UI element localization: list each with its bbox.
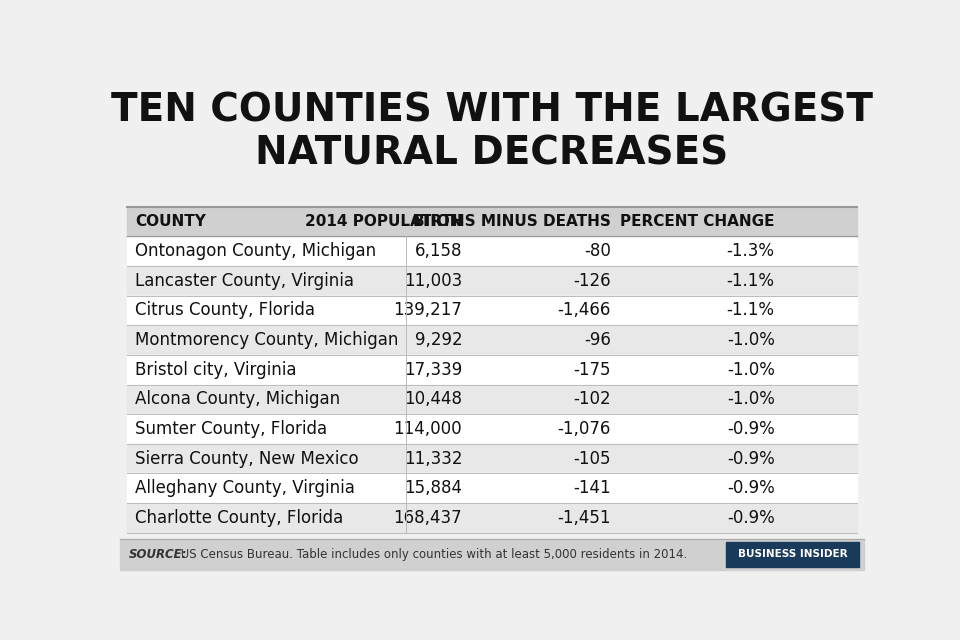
Bar (120, 539, 864, 570)
Text: Alcona County, Michigan: Alcona County, Michigan (134, 390, 340, 408)
Text: SOURCE:: SOURCE: (129, 548, 187, 561)
Bar (128, 444, 856, 474)
Text: -0.9%: -0.9% (727, 449, 775, 468)
Text: Alleghany County, Virginia: Alleghany County, Virginia (134, 479, 355, 497)
Text: -1.0%: -1.0% (727, 361, 775, 379)
Text: PERCENT CHANGE: PERCENT CHANGE (620, 214, 775, 229)
Text: Charlotte County, Florida: Charlotte County, Florida (134, 509, 343, 527)
Bar (128, 414, 856, 444)
Text: -1,451: -1,451 (558, 509, 611, 527)
Text: -175: -175 (573, 361, 611, 379)
Text: 9,292: 9,292 (415, 331, 463, 349)
Text: -1.0%: -1.0% (727, 331, 775, 349)
Text: TEN COUNTIES WITH THE LARGEST
NATURAL DECREASES: TEN COUNTIES WITH THE LARGEST NATURAL DE… (111, 92, 873, 172)
Text: Montmorency County, Michigan: Montmorency County, Michigan (134, 331, 398, 349)
Text: -80: -80 (585, 243, 611, 260)
Bar (128, 236, 856, 266)
Text: Bristol city, Virginia: Bristol city, Virginia (134, 361, 297, 379)
Text: Citrus County, Florida: Citrus County, Florida (134, 301, 315, 319)
Text: 15,884: 15,884 (404, 479, 463, 497)
Text: Sierra County, New Mexico: Sierra County, New Mexico (134, 449, 358, 468)
Bar (727, 542, 859, 566)
Text: 11,003: 11,003 (404, 272, 463, 290)
Text: -1.1%: -1.1% (727, 272, 775, 290)
Bar (128, 325, 856, 355)
Text: -141: -141 (573, 479, 611, 497)
Bar (128, 355, 856, 385)
Bar (128, 385, 856, 414)
Text: -0.9%: -0.9% (727, 509, 775, 527)
Text: 11,332: 11,332 (404, 449, 463, 468)
Text: 10,448: 10,448 (404, 390, 463, 408)
Text: 139,217: 139,217 (394, 301, 463, 319)
Text: BUSINESS INSIDER: BUSINESS INSIDER (738, 549, 848, 559)
Text: -0.9%: -0.9% (727, 479, 775, 497)
Text: 17,339: 17,339 (404, 361, 463, 379)
Text: -1.0%: -1.0% (727, 390, 775, 408)
Text: -102: -102 (573, 390, 611, 408)
Text: 114,000: 114,000 (394, 420, 463, 438)
Bar (128, 503, 856, 532)
Text: US Census Bureau. Table includes only counties with at least 5,000 residents in : US Census Bureau. Table includes only co… (178, 548, 687, 561)
Text: -1,466: -1,466 (558, 301, 611, 319)
Text: -0.9%: -0.9% (727, 420, 775, 438)
Text: -105: -105 (573, 449, 611, 468)
Text: COUNTY: COUNTY (134, 214, 205, 229)
Text: Ontonagon County, Michigan: Ontonagon County, Michigan (134, 243, 376, 260)
Text: -1.3%: -1.3% (727, 243, 775, 260)
Text: 6,158: 6,158 (415, 243, 463, 260)
Text: -96: -96 (585, 331, 611, 349)
Bar (128, 474, 856, 503)
Text: Sumter County, Florida: Sumter County, Florida (134, 420, 327, 438)
Text: -1.1%: -1.1% (727, 301, 775, 319)
Bar (128, 207, 856, 236)
Bar (128, 266, 856, 296)
Text: BIRTHS MINUS DEATHS: BIRTHS MINUS DEATHS (413, 214, 611, 229)
Bar (128, 296, 856, 325)
Text: Lancaster County, Virginia: Lancaster County, Virginia (134, 272, 354, 290)
Text: 168,437: 168,437 (394, 509, 463, 527)
Text: -126: -126 (573, 272, 611, 290)
Text: 2014 POPULATION: 2014 POPULATION (304, 214, 463, 229)
Text: -1,076: -1,076 (558, 420, 611, 438)
